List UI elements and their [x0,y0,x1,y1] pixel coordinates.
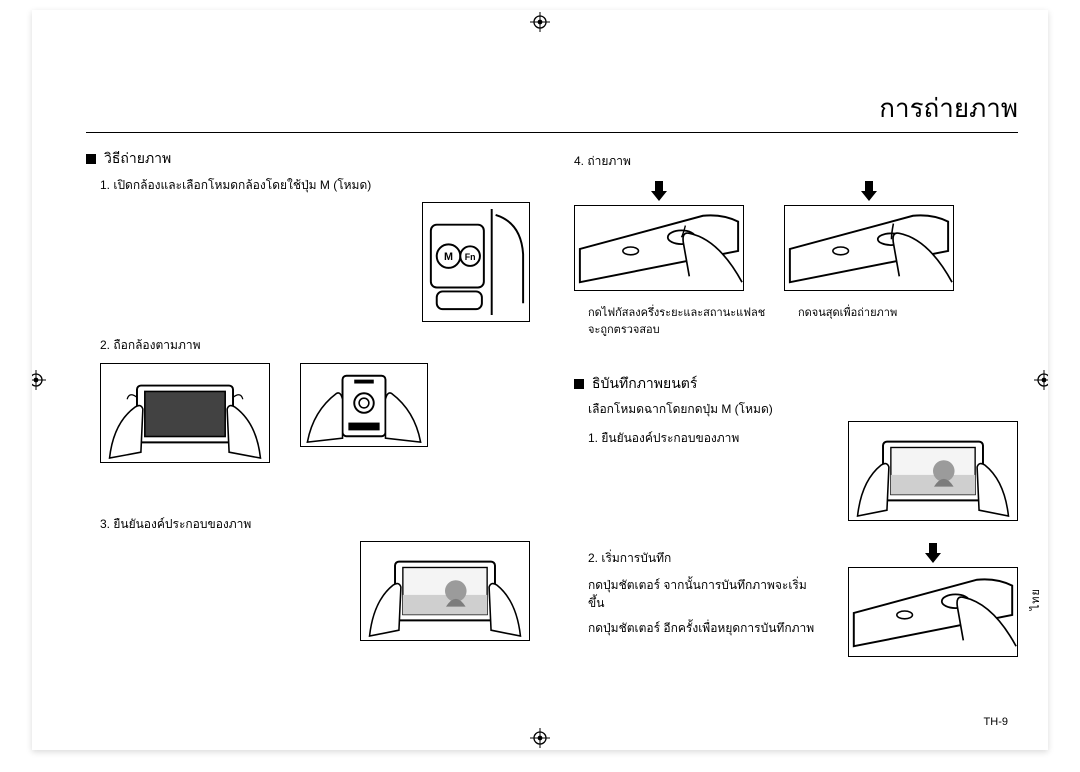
video-select-mode-text: เลือกโหมดฉากโดยกดปุ่ม M (โหมด) [588,400,1018,419]
arrow-down-icon [860,179,878,203]
video-step-2a-text: กดปุ่มชัตเตอร์ จากนั้นการบันทึกภาพจะเริ่… [588,576,818,613]
square-bullet-icon [574,379,584,389]
svg-text:Fn: Fn [465,252,476,262]
step-4-illustration-full-press [784,205,954,291]
video-step-2-text: 2. เริ่มการบันทึก [588,549,818,568]
step-4-illustration-half-press [574,205,744,291]
video-step-1-illustration [848,421,1018,521]
registration-mark-right [1034,370,1048,390]
svg-text:M: M [444,251,453,263]
step-3-text: 3. ยืนยันองค์ประกอบของภาพ [100,515,530,534]
video-step-2-illustration [848,567,1018,657]
step-1-text: 1. เปิดกล้องและเลือกโหมดกล้องโดยใช้ปุ่ม … [100,176,530,195]
step-2-illustration-back [300,363,428,447]
caption-half-press: กดไฟกัสลงครึ่งระยะและสถานะแฟลชจะถูกตรวจส… [588,305,768,339]
arrow-down-icon [924,541,942,565]
registration-mark-top [530,12,550,32]
step-2-text: 2. ถือกล้องตามภาพ [100,336,530,355]
registration-mark-left [32,370,46,390]
header-rule [86,132,1018,133]
step-1-illustration: M Fn [422,202,530,322]
language-side-label: ไทย [1027,588,1045,610]
page-title: การถ่ายภาพ [879,88,1018,129]
section-heading-shooting: วิธีถ่ายภาพ [104,148,171,170]
caption-full-press: กดจนสุดเพื่อถ่ายภาพ [798,305,968,339]
arrow-down-icon [650,179,668,203]
registration-mark-bottom [530,728,550,748]
step-2-illustration-front [100,363,270,463]
manual-page: การถ่ายภาพ วิธีถ่ายภาพ 1. เปิดกล้องและเล… [32,10,1048,750]
right-column: 4. ถ่ายภาพ [574,148,1018,710]
video-step-1-text: 1. ยืนยันองค์ประกอบของภาพ [588,429,818,448]
step-3-illustration [360,541,530,641]
video-step-2b-text: กดปุ่มชัตเตอร์ อีกครั้งเพื่อหยุดการบันทึ… [588,619,818,638]
section-heading-video: ธิบันทึกภาพยนตร์ [592,373,697,395]
step-4-text: 4. ถ่ายภาพ [574,152,1018,171]
page-number: TH-9 [984,716,1008,728]
square-bullet-icon [86,154,96,164]
left-column: วิธีถ่ายภาพ 1. เปิดกล้องและเลือกโหมดกล้อ… [86,148,530,710]
